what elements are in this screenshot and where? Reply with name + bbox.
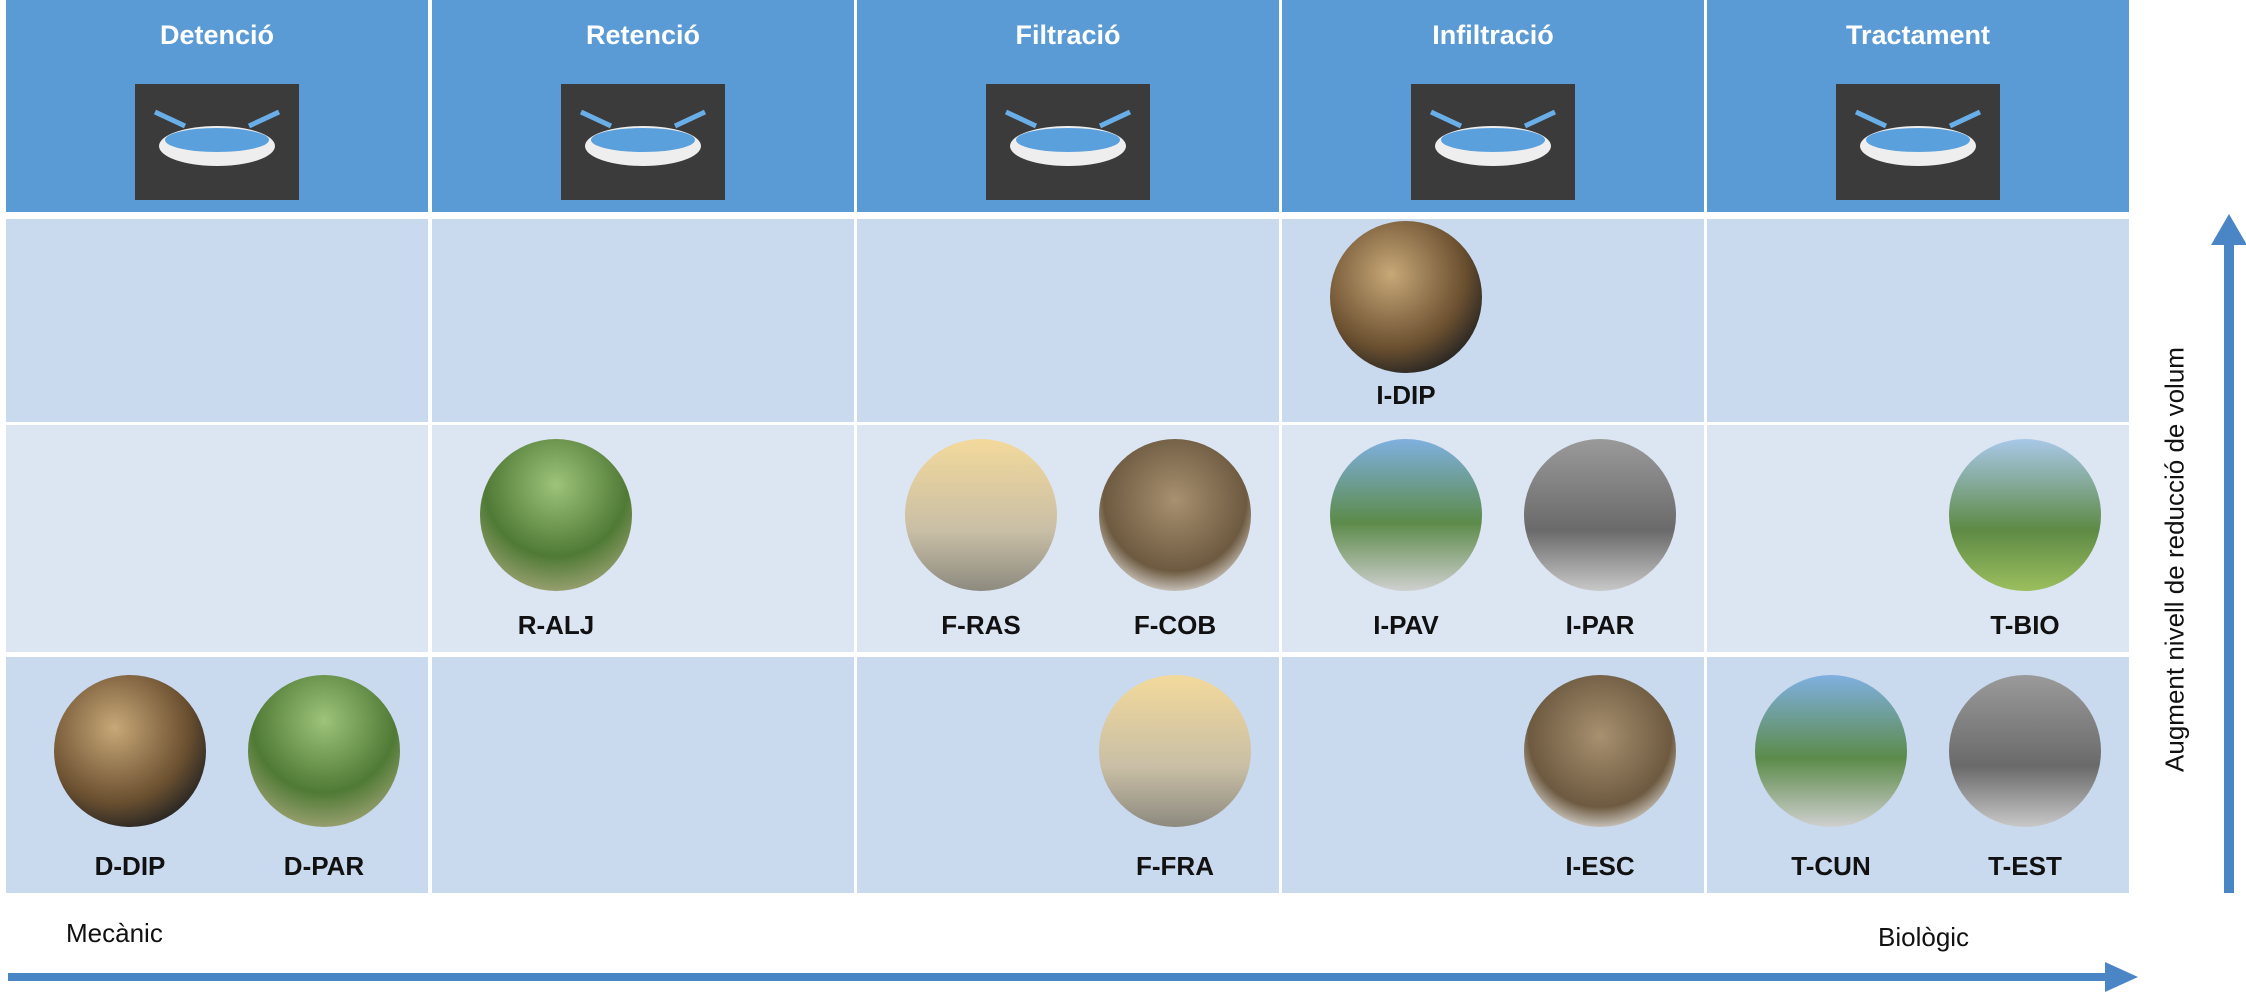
item-photo [1099,675,1251,827]
column-header: Tractament [1707,0,2129,212]
column-icon [561,84,725,200]
column-icon [986,84,1150,200]
item-photo [1949,675,2101,827]
item-photo [248,675,400,827]
item-label: I-PAR [1565,610,1635,640]
item-photo [480,438,632,591]
row-cell [6,219,428,422]
icon-art [1004,109,1132,166]
column-title: Tractament [1845,20,1991,50]
item-photo [1099,438,1251,591]
row-cell [432,219,854,422]
x-start-label: Mecànic [66,918,163,948]
item-photo [905,438,1057,591]
item-label: I-DIP [1376,380,1436,410]
row-cell [1707,219,2129,422]
item-label: F-FRA [1136,851,1214,881]
column-icon [1411,84,1575,200]
item-photo [1330,438,1482,591]
item-photo [1524,438,1676,591]
icon-art [1429,109,1557,166]
row-cell [857,219,1279,422]
column-icon [135,84,299,200]
icon-art [153,109,281,166]
column-header: Infiltració [1282,0,1704,212]
item-photo [1755,675,1907,827]
row-cell [6,425,428,652]
item-label: R-ALJ [517,610,595,640]
item-label: D-DIP [94,851,166,881]
item-label: T-CUN [1791,851,1871,881]
item-photo [1330,220,1482,373]
column-icon [1836,84,2000,200]
column-header: Retenció [432,0,854,212]
item-photo [1524,675,1676,827]
item-label: I-PAV [1373,610,1439,640]
item-photo [1949,438,2101,591]
item-label: D-PAR [283,851,365,881]
column-title: Detenció [159,20,275,50]
x-arrow-head [2105,962,2138,992]
y-arrow-head [2211,214,2246,245]
column-header: Filtració [857,0,1279,212]
icon-art [579,109,707,166]
column-header: Detenció [6,0,428,212]
item-label: F-RAS [941,610,1021,640]
item-label: T-EST [1988,851,2062,881]
icon-art [1854,109,1982,166]
row-cell [432,657,854,893]
item-label: T-BIO [1990,610,2060,640]
y-axis-label: Augment nivell de reducció de volum [2159,347,2190,772]
item-photo [54,675,206,827]
column-title: Infiltració [1432,20,1554,50]
item-label: F-COB [1133,610,1217,640]
x-end-label: Biològic [1878,922,1970,952]
item-label: I-ESC [1565,851,1635,881]
column-title: Retenció [585,20,701,50]
column-title: Filtració [1015,20,1121,50]
